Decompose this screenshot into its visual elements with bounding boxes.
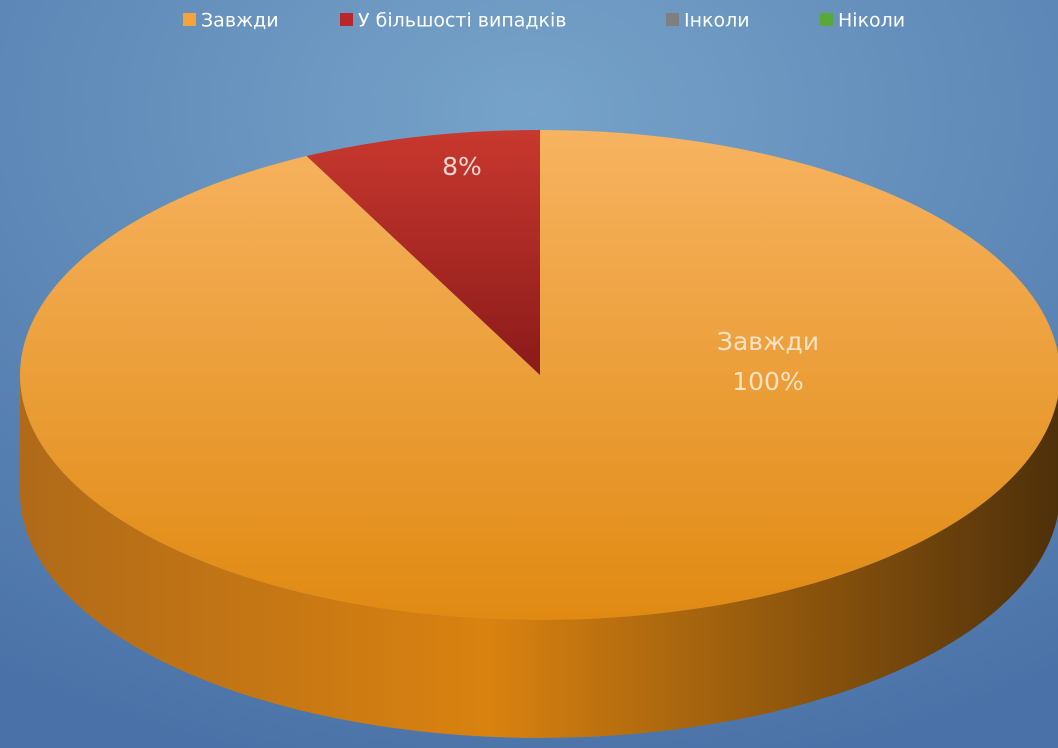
data-label-category: Завжди (717, 327, 819, 356)
legend-label: У більшості випадків (358, 10, 567, 32)
legend-swatch (666, 13, 679, 26)
legend-label: Завжди (201, 10, 279, 32)
legend-label: Інколи (684, 10, 750, 32)
pie-side (20, 375, 1058, 738)
data-label: 100% (732, 367, 803, 396)
data-label: 8% (442, 152, 482, 181)
legend-swatch (183, 13, 196, 26)
legend-swatch (340, 13, 353, 26)
legend-swatch (820, 13, 833, 26)
pie-slice (20, 130, 1058, 620)
pie-slice (306, 130, 540, 375)
legend-label: Ніколи (838, 10, 905, 32)
